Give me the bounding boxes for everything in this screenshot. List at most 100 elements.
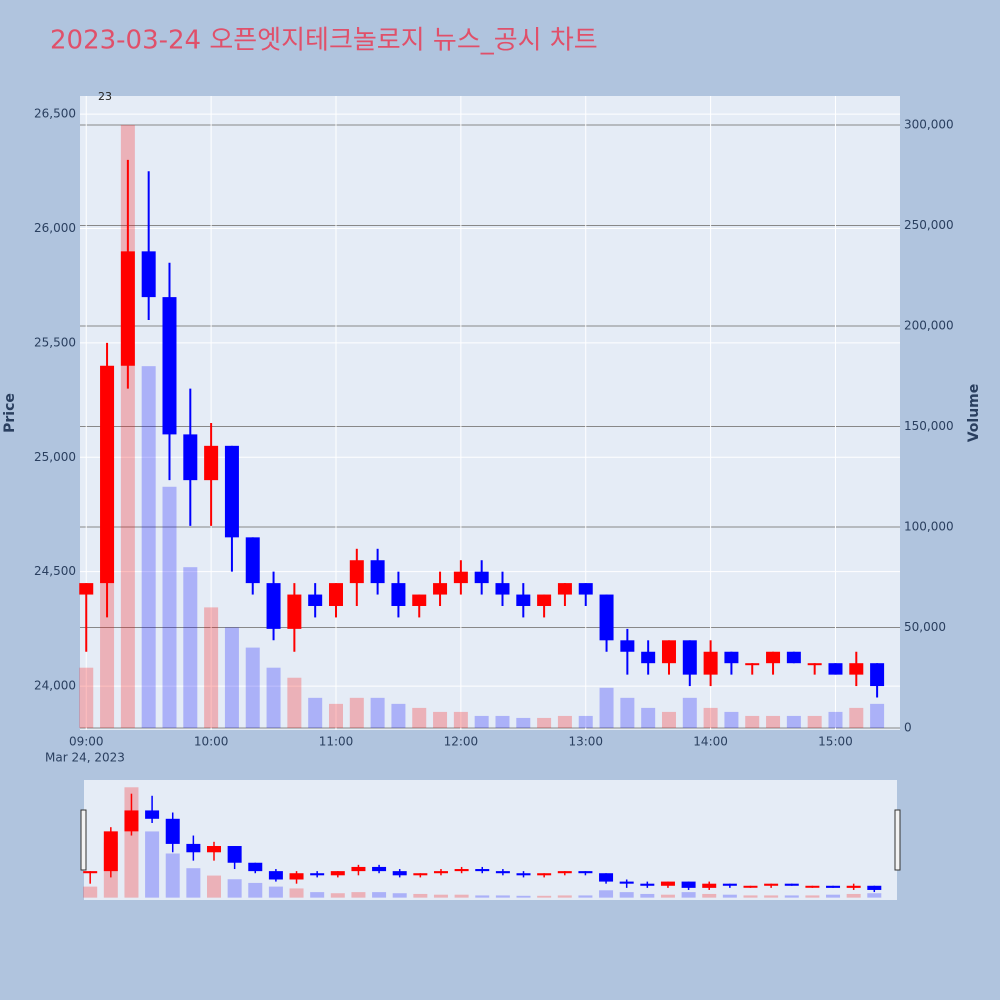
slider-body <box>516 873 531 876</box>
volume-bar <box>141 366 156 728</box>
slider-volume-bar <box>826 894 841 898</box>
slider-body <box>227 846 242 863</box>
slider-body <box>145 810 160 819</box>
y2-tick-label: 100,000 <box>904 519 954 533</box>
slider-volume-bar <box>330 893 345 898</box>
x-tick-label: 15:00 <box>818 735 853 749</box>
slider-volume-bar <box>537 895 552 898</box>
y2-tick-label: 250,000 <box>904 218 954 232</box>
slider-volume-bar <box>660 894 675 898</box>
slider-handle[interactable] <box>80 809 87 871</box>
candle-body <box>766 651 781 664</box>
slider-body <box>413 873 428 876</box>
volume-bar <box>328 703 343 728</box>
slider-volume-bar <box>599 890 614 898</box>
volume-bar <box>557 715 572 728</box>
candle-body <box>682 640 697 675</box>
slider-body <box>248 862 263 872</box>
slider-body <box>124 810 139 832</box>
y2-tick-label: 200,000 <box>904 318 954 332</box>
candle-body <box>370 560 385 584</box>
candle-body <box>349 560 364 584</box>
candle-body <box>724 651 739 664</box>
slider-body <box>268 871 283 880</box>
x-tick-label: 09:00 <box>69 735 104 749</box>
slider-body <box>764 883 779 886</box>
volume-bar <box>682 697 697 728</box>
volume-bar <box>724 711 739 728</box>
volume-bar <box>516 717 531 728</box>
x-tick-label: 11:00 <box>319 735 354 749</box>
slider-body <box>433 871 448 874</box>
slider-body <box>578 871 593 874</box>
slider-volume-bar <box>433 894 448 898</box>
y2-axis-title: Volume <box>966 384 982 443</box>
slider-body <box>475 869 490 872</box>
candle-body <box>516 594 531 606</box>
slider-volume-bar <box>268 886 283 898</box>
slider-body <box>330 871 345 876</box>
slider-body <box>660 881 675 886</box>
volume-bar <box>828 711 843 728</box>
slider-volume-bar <box>83 886 98 898</box>
candle-body <box>620 640 635 652</box>
slider-handle[interactable] <box>894 809 901 871</box>
volume-bar <box>183 567 198 728</box>
slider-volume-bar <box>392 893 407 898</box>
candle-body <box>308 594 323 606</box>
volume-bar <box>433 711 448 728</box>
candle-body <box>474 571 489 584</box>
volume-bar <box>641 707 656 728</box>
slider-volume-bar <box>454 894 469 898</box>
candle-body <box>79 583 94 595</box>
volume-bar <box>766 715 781 728</box>
candle-body <box>828 663 843 675</box>
candle-body <box>245 537 260 584</box>
candle-body <box>141 251 156 298</box>
volume-bar <box>266 667 281 728</box>
slider-volume-bar <box>619 892 634 898</box>
x-tick-label: 10:00 <box>194 735 229 749</box>
volume-bar <box>370 697 385 728</box>
chart-title: 2023-03-24 오픈엣지테크놀로지 뉴스_공시 차트 <box>50 26 598 56</box>
slider-volume-bar <box>413 893 428 898</box>
slider-volume-bar <box>475 895 490 898</box>
candle-body <box>661 640 676 664</box>
slider-volume-bar <box>145 831 160 898</box>
y2-tick-label: 50,000 <box>904 620 946 634</box>
candle-body <box>183 434 198 481</box>
candle-body <box>224 445 239 538</box>
annotation: 23 <box>98 90 112 103</box>
volume-bar <box>224 627 239 728</box>
slider-volume-bar <box>805 895 820 898</box>
candle-body <box>495 583 510 595</box>
slider-body <box>599 873 614 882</box>
slider-volume-bar <box>681 892 696 898</box>
y-axis-title: Price <box>2 393 18 433</box>
volume-bar <box>578 715 593 728</box>
y-tick-label: 24,500 <box>34 564 76 578</box>
volume-bar <box>849 707 864 728</box>
volume-bar <box>620 697 635 728</box>
candle-body <box>412 594 427 606</box>
candle-body <box>100 365 115 584</box>
slider-volume-bar <box>557 895 572 898</box>
y-tick-label: 26,000 <box>34 221 76 235</box>
slider-volume-bar <box>248 882 263 898</box>
volume-bar <box>204 607 219 728</box>
candle-body <box>537 594 552 606</box>
volume-bar <box>786 715 801 728</box>
candle-body <box>266 583 281 629</box>
slider-body <box>681 881 696 888</box>
volume-bar <box>537 717 552 728</box>
volume-bar <box>453 711 468 728</box>
slider-volume-bar <box>702 893 717 898</box>
slider-volume-bar <box>764 895 779 898</box>
candle-body <box>162 297 177 435</box>
plot-area <box>80 96 900 730</box>
slider-body <box>722 883 737 886</box>
slider-volume-bar <box>289 888 304 898</box>
slider-volume-bar <box>165 853 180 898</box>
x-tick-label: 13:00 <box>568 735 603 749</box>
candle-body <box>391 583 406 606</box>
